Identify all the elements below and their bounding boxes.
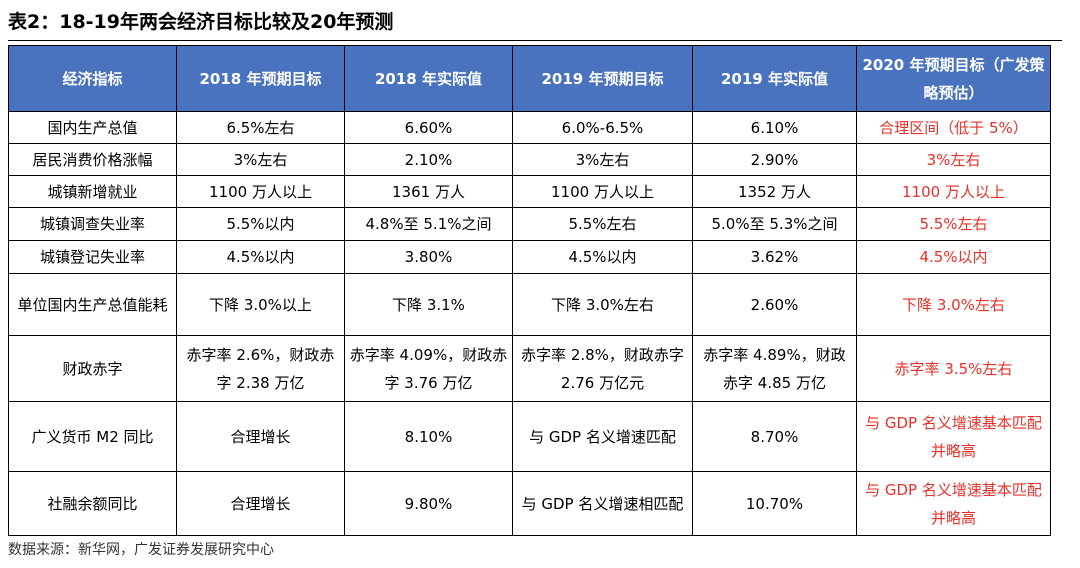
metric-name-cell: 居民消费价格涨幅 [8,143,177,176]
table-row: 城镇登记失业率 4.5%以内 3.80% 4.5%以内 3.62% 4.5%以内 [8,240,1051,274]
value-cell: 4.8%至 5.1%之间 [344,207,513,241]
metric-name-cell: 财政赤字 [8,335,177,402]
value-cell: 与 GDP 名义增速相匹配 [512,471,693,536]
value-cell: 5.5%以内 [176,207,345,241]
value-cell: 5.5%左右 [512,207,693,241]
value-cell: 赤字率 2.6%，财政赤字 2.38 万亿 [176,335,345,402]
value-cell: 3%左右 [512,143,693,176]
value-cell: 下降 3.1% [344,273,513,336]
value-cell: 4.5%以内 [176,240,345,274]
value-cell: 9.80% [344,471,513,536]
table-row: 广义货币 M2 同比 合理增长 8.10% 与 GDP 名义增速匹配 8.70% 与 GD… [8,401,1051,472]
forecast-2020-cell: 与 GDP 名义增速基本匹配并略高 [856,471,1051,536]
value-cell: 下降 3.0%左右 [512,273,693,336]
table-row: 国内生产总值 6.5%左右 6.60% 6.0%-6.5% 6.10% 合理区间（低于 5… [8,111,1051,144]
table-row: 居民消费价格涨幅 3%左右 2.10% 3%左右 2.90% 3%左右 [8,143,1051,176]
forecast-2020-cell: 合理区间（低于 5%） [856,111,1051,144]
metric-name-cell: 城镇调查失业率 [8,207,177,241]
value-cell: 5.0%至 5.3%之间 [692,207,857,241]
economic-targets-table: 经济指标 2018 年预期目标 2018 年实际值 2019 年预期目标 201… [8,45,1051,536]
value-cell: 赤字率 4.89%，财政赤字 4.85 万亿 [692,335,857,402]
value-cell: 1100 万人以上 [512,175,693,208]
table-header-row: 经济指标 2018 年预期目标 2018 年实际值 2019 年预期目标 201… [8,45,1051,112]
value-cell: 合理增长 [176,401,345,472]
forecast-2020-cell: 5.5%左右 [856,207,1051,241]
value-cell: 6.60% [344,111,513,144]
value-cell: 6.10% [692,111,857,144]
metric-name-cell: 社融余额同比 [8,471,177,536]
value-cell: 下降 3.0%以上 [176,273,345,336]
title-divider [8,40,1062,41]
header-cell: 2019 年预期目标 [512,45,693,112]
table-row: 城镇新增就业 1100 万人以上 1361 万人 1100 万人以上 1352 万人 11… [8,175,1051,208]
forecast-2020-cell: 下降 3.0%左右 [856,273,1051,336]
value-cell: 6.0%-6.5% [512,111,693,144]
value-cell: 与 GDP 名义增速匹配 [512,401,693,472]
header-cell: 2019 年实际值 [692,45,857,112]
table-row: 财政赤字 赤字率 2.6%，财政赤字 2.38 万亿 赤字率 4.09%，财政赤字 … [8,335,1051,402]
forecast-2020-cell: 与 GDP 名义增速基本匹配并略高 [856,401,1051,472]
value-cell: 6.5%左右 [176,111,345,144]
value-cell: 1352 万人 [692,175,857,208]
header-cell: 2018 年预期目标 [176,45,345,112]
value-cell: 3%左右 [176,143,345,176]
forecast-2020-cell: 赤字率 3.5%左右 [856,335,1051,402]
table-row: 单位国内生产总值能耗 下降 3.0%以上 下降 3.1% 下降 3.0%左右 2.60%… [8,273,1051,336]
table-row: 社融余额同比 合理增长 9.80% 与 GDP 名义增速相匹配 10.70% 与 GDP … [8,471,1051,536]
source-note: 数据来源：新华网，广发证券发展研究中心 [8,542,274,558]
value-cell: 赤字率 4.09%，财政赤字 3.76 万亿 [344,335,513,402]
table-title: 表2：18-19年两会经济目标比较及20年预测 [8,11,394,33]
metric-name-cell: 城镇新增就业 [8,175,177,208]
forecast-2020-cell: 3%左右 [856,143,1051,176]
value-cell: 赤字率 2.8%，财政赤字 2.76 万亿元 [512,335,693,402]
value-cell: 1100 万人以上 [176,175,345,208]
value-cell: 2.60% [692,273,857,336]
value-cell: 10.70% [692,471,857,536]
value-cell: 2.10% [344,143,513,176]
value-cell: 2.90% [692,143,857,176]
table-row: 城镇调查失业率 5.5%以内 4.8%至 5.1%之间 5.5%左右 5.0%至 5.3… [8,207,1051,241]
value-cell: 合理增长 [176,471,345,536]
value-cell: 8.10% [344,401,513,472]
value-cell: 3.62% [692,240,857,274]
value-cell: 1361 万人 [344,175,513,208]
metric-name-cell: 国内生产总值 [8,111,177,144]
metric-name-cell: 广义货币 M2 同比 [8,401,177,472]
metric-name-cell: 城镇登记失业率 [8,240,177,274]
value-cell: 8.70% [692,401,857,472]
value-cell: 4.5%以内 [512,240,693,274]
forecast-2020-cell: 4.5%以内 [856,240,1051,274]
header-cell: 经济指标 [8,45,177,112]
header-cell: 2020 年预期目标（广发策略预估） [856,45,1051,112]
metric-name-cell: 单位国内生产总值能耗 [8,273,177,336]
forecast-2020-cell: 1100 万人以上 [856,175,1051,208]
value-cell: 3.80% [344,240,513,274]
header-cell: 2018 年实际值 [344,45,513,112]
